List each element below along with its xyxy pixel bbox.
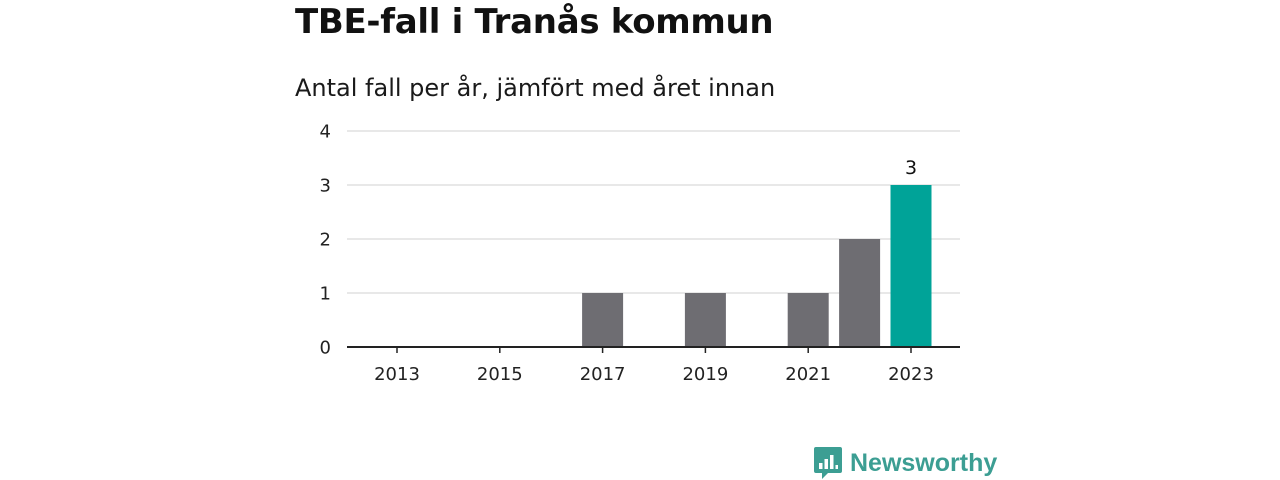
y-tick-label: 3 [320,176,331,197]
y-tick-label: 0 [320,338,331,359]
bar-2023 [890,185,932,347]
axes [347,346,960,353]
chart-title: TBE-fall i Tranås kommun [295,2,774,42]
y-tick-label: 1 [320,284,331,305]
x-tick-label: 2017 [580,364,626,385]
brand-name: Newsworthy [850,448,998,477]
y-tick-label: 2 [320,230,331,251]
brand-logo: Newsworthy [814,446,997,480]
chart-subtitle: Antal fall per år, jämfört med året inna… [295,74,776,102]
x-tick-label: 2015 [477,364,523,385]
x-tick-label: 2019 [682,364,728,385]
bar-2019 [684,293,726,347]
bar-2017 [582,293,624,347]
bar-2022 [839,239,881,347]
labels: 0 1 2 3 4 2013 2015 2017 2019 2021 2023 3 [320,122,934,386]
x-tick-label: 2013 [374,364,420,385]
x-tick-label: 2023 [888,364,934,385]
data-label-2023: 3 [905,157,917,179]
y-tick-label: 4 [320,122,331,143]
x-tick-label: 2021 [785,364,831,385]
bars [582,185,932,347]
bar-2021 [787,293,829,347]
newsworthy-chart-logo-icon [814,447,842,479]
